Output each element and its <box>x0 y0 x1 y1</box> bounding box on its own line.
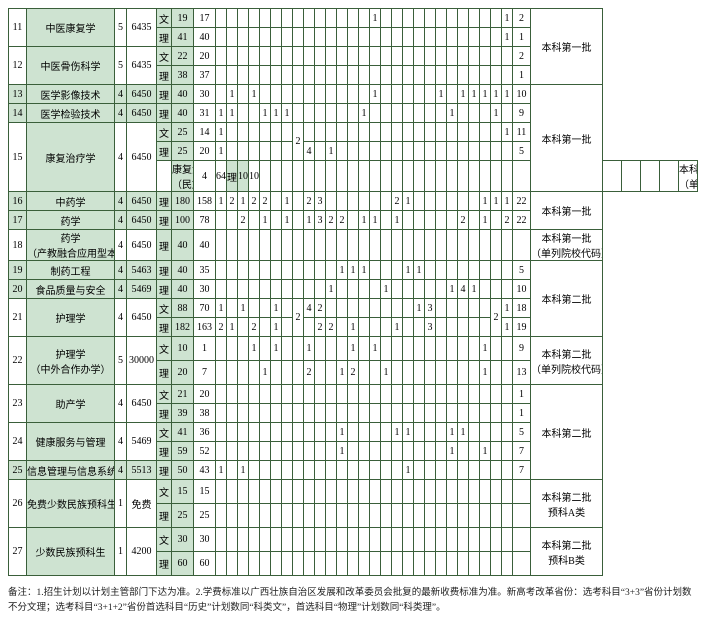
major-name: 康复治疗学（民族班） <box>172 161 194 192</box>
major-name: 助产学 <box>27 385 115 423</box>
row-id: 23 <box>9 385 27 423</box>
batch-cell: 本科第一批（单列院校代码） <box>531 230 603 261</box>
batch-cell: 本科第二批 <box>531 261 603 337</box>
row-id: 15 <box>9 123 27 192</box>
row-id <box>157 161 172 192</box>
row-id: 16 <box>9 192 27 211</box>
row-id: 17 <box>9 211 27 230</box>
major-name: 药学（产教融合应用型本科） <box>27 230 115 261</box>
batch-cell: 本科第二批预科B类 <box>531 528 603 576</box>
major-name: 医学检验技术 <box>27 104 115 123</box>
major-name: 医学影像技术 <box>27 85 115 104</box>
row-id: 26 <box>9 480 27 528</box>
major-name: 制药工程 <box>27 261 115 280</box>
major-name: 中药学 <box>27 192 115 211</box>
row-id: 21 <box>9 299 27 337</box>
batch-cell: 本科第一批 <box>531 192 603 230</box>
major-name: 护理学（中外合作办学） <box>27 337 115 385</box>
major-name: 药学 <box>27 211 115 230</box>
batch-cell: 本科第一批 <box>531 9 603 85</box>
major-name: 健康服务与管理 <box>27 423 115 461</box>
batch-cell: 本科第一批 <box>531 85 603 192</box>
batch-cell: 本科第一批（单列院校代码） <box>679 161 698 192</box>
row-id: 12 <box>9 47 27 85</box>
batch-cell: 本科第二批 <box>531 385 603 480</box>
row-id: 19 <box>9 261 27 280</box>
row-id: 22 <box>9 337 27 385</box>
batch-cell: 本科第二批预科A类 <box>531 480 603 528</box>
row-id: 14 <box>9 104 27 123</box>
row-id: 24 <box>9 423 27 461</box>
major-name: 护理学 <box>27 299 115 337</box>
major-name: 中医骨伤科学 <box>27 47 115 85</box>
major-name: 少数民族预科生 <box>27 528 115 576</box>
major-name: 信息管理与信息系统 <box>27 461 115 480</box>
row-id: 25 <box>9 461 27 480</box>
major-name: 中医康复学 <box>27 9 115 47</box>
row-id: 11 <box>9 9 27 47</box>
row-id: 18 <box>9 230 27 261</box>
row-id: 20 <box>9 280 27 299</box>
major-name: 食品质量与安全 <box>27 280 115 299</box>
row-id: 13 <box>9 85 27 104</box>
major-name: 免费少数民族预科生 <box>27 480 115 528</box>
batch-cell: 本科第二批（单列院校代码） <box>531 337 603 385</box>
row-id: 27 <box>9 528 27 576</box>
major-name: 康复治疗学 <box>27 123 115 192</box>
footnotes: 备注：1.招生计划以计划主管部门下达为准。2.学费标准以广西壮族自治区发展和改革… <box>8 586 698 616</box>
